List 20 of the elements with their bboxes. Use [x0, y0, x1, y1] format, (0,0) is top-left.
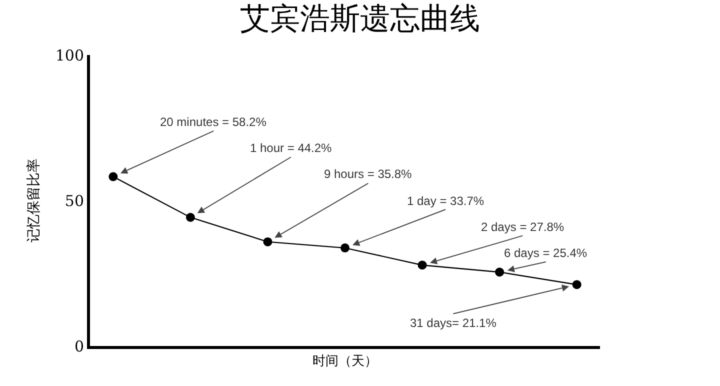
chart-title: 艾宾浩斯遗忘曲线	[240, 2, 480, 37]
y-tick-label: 50	[64, 192, 84, 210]
annotation: 1 hour = 44.2%	[250, 141, 332, 155]
point	[340, 243, 350, 252]
annotation: 20 minutes = 58.2%	[160, 115, 267, 129]
point	[572, 280, 582, 290]
y-tick-label: 0	[74, 337, 84, 356]
annotation: 31 days= 21.1%	[410, 316, 497, 330]
y-tick-label: 100	[55, 46, 84, 64]
annotation: 6 days = 25.4%	[504, 246, 588, 260]
annotation: 2 days = 27.8%	[481, 220, 564, 234]
annotation: 9 hours = 35.8%	[324, 167, 412, 181]
point	[263, 237, 272, 246]
x-axis-title: 时间（天）	[312, 351, 378, 369]
point	[186, 212, 195, 222]
y-axis-title: 记忆保留比率	[24, 158, 43, 242]
point	[495, 268, 504, 277]
point	[108, 172, 118, 182]
point	[418, 260, 427, 270]
annotation: 1 day = 33.7%	[407, 194, 484, 208]
